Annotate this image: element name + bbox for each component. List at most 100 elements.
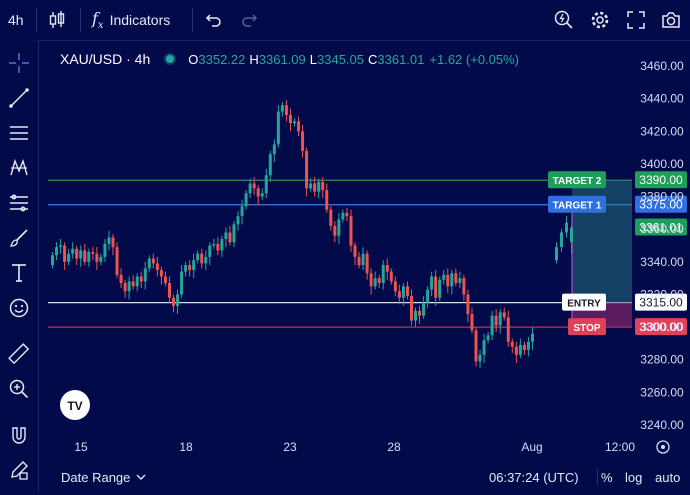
price-badge-label: 3361.01 [639,221,683,235]
level-price-badge[interactable]: 3300.00 [635,318,687,336]
candle-body [135,276,139,287]
level-tag[interactable]: TARGET 1 [548,195,606,213]
candle-body [244,193,248,207]
redo-icon[interactable] [240,0,260,40]
symbol-label[interactable]: XAU/USD · 4h [60,51,151,67]
magnet-icon[interactable] [5,422,33,450]
candle-body [188,265,192,270]
candle-type-icon[interactable] [46,0,68,40]
candle-body [216,243,220,251]
candle-body [560,232,563,248]
lock-drawings-icon[interactable] [5,456,33,484]
divider [80,8,81,32]
candle-body [55,247,59,256]
crosshair-icon[interactable] [5,49,33,77]
level-tag[interactable]: ENTRY [562,293,606,311]
candle-body [99,256,103,262]
auto-scale-toggle[interactable]: auto [655,469,681,485]
candle-body [430,276,434,290]
log-scale-toggle[interactable]: log [625,469,643,485]
candle-body [293,121,296,124]
interval-selector[interactable]: 4h [8,12,24,28]
zoom-in-icon[interactable] [5,375,33,403]
candle-body [357,256,361,266]
candle-body [418,310,422,316]
candle-body [172,297,175,306]
candle-body [200,253,204,264]
candle-body [365,253,369,274]
candle-body [438,279,442,298]
date-range-label: Date Range [61,469,131,485]
candle-body [196,253,200,261]
last-price-badge[interactable]: 3361.01 [635,218,687,236]
candle-body [240,206,244,217]
camera-snapshot-icon[interactable] [660,0,682,40]
price-tick-label: 3440.00 [640,92,684,106]
price-badge-label: 3390.00 [639,173,683,187]
candle-body [228,232,232,243]
percent-scale-toggle[interactable]: % [601,469,613,485]
time-tick-label: 23 [283,440,297,454]
open-label: O [188,51,199,67]
candle-body [119,274,123,284]
price-axis[interactable]: 3460.00 3440.00 3420.00 3400.00 3380.00 3360.… [640,59,684,432]
time-tick-label: 18 [179,440,193,454]
fib-retracement-icon[interactable] [5,189,33,217]
candle-body [95,253,99,262]
pattern-icon[interactable] [5,154,33,182]
candle-body [305,150,309,189]
candle-body [426,289,430,303]
price-tick-label: 3460.00 [640,59,684,73]
divider [597,469,598,485]
level-tag[interactable]: TARGET 2 [548,171,606,189]
level-price-badge[interactable]: 3315.00 [635,293,687,311]
candle-body [458,278,462,284]
text-tool-icon[interactable] [5,259,33,287]
utc-clock[interactable]: 06:37:24 (UTC) [489,469,579,485]
candle-body [466,294,470,315]
candle-body [256,188,260,197]
divider [36,8,37,32]
axis-settings-icon[interactable] [656,440,670,454]
chevron-down-icon [136,474,146,480]
date-range-button[interactable]: Date Range [61,470,147,485]
candle-body [502,312,506,318]
brush-icon[interactable] [5,224,33,252]
candle-body [212,243,216,246]
close-value: 3361.01 [377,51,425,67]
time-axis[interactable]: 15 18 23 28 Aug 12:00 [74,440,670,454]
candle-body [280,105,284,112]
candle-body [204,256,208,264]
level-tag-label: STOP [573,323,600,334]
candle-body [264,175,268,194]
emoji-icon[interactable] [5,294,33,322]
horizontal-lines-icon[interactable] [5,119,33,147]
chart-canvas[interactable]: TARGET 2 TARGET 1 ENTRY STOP 3390.00 3375.00 3… [39,41,690,492]
market-status-dot [166,55,175,63]
level-tag-label: TARGET 2 [553,176,602,187]
ruler-measure-icon[interactable] [5,340,33,368]
candle-body [208,245,212,257]
fx-icon: fx [92,8,104,32]
candle-body [87,252,91,262]
settings-gear-icon[interactable] [589,0,611,40]
level-price-badge[interactable]: 3375.00 [635,195,687,213]
price-tick-label: 3420.00 [640,124,684,138]
indicators-button[interactable]: fx Indicators [92,0,170,40]
level-tag[interactable]: STOP [568,318,606,336]
time-tick-label: 28 [387,440,401,454]
fullscreen-icon[interactable] [626,0,646,40]
price-chart[interactable]: TARGET 2 TARGET 1 ENTRY STOP 3390.00 3375.00 3… [39,41,690,492]
candle-body [272,144,276,155]
level-price-badge[interactable]: 3390.00 [635,171,687,189]
divider [192,8,193,32]
candle-body [184,265,188,272]
candle-body [565,222,568,233]
candle-body [79,250,83,259]
undo-icon[interactable] [203,0,223,40]
quick-search-icon[interactable] [553,0,575,40]
candle-body [510,341,514,347]
level-labels: TARGET 2 TARGET 1 ENTRY STOP 3390.00 3375.00 3… [548,171,687,336]
high-value: 3361.09 [258,51,306,67]
trend-line-icon[interactable] [5,84,33,112]
